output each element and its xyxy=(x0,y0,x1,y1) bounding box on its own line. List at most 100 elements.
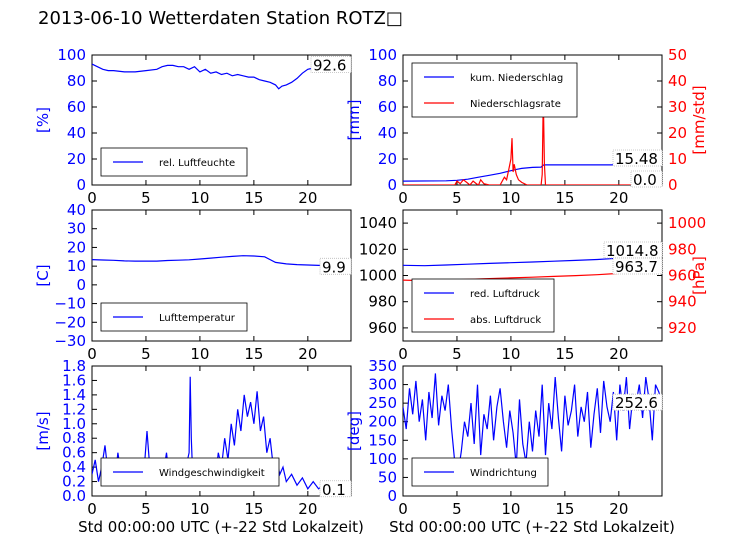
y-tick-label: 0 xyxy=(76,276,86,294)
last-value-label: 963.7 xyxy=(615,258,658,276)
y-tick-label: 300 xyxy=(368,376,397,394)
y-tick-label: 0 xyxy=(387,487,397,505)
y-tick-label: 1.0 xyxy=(62,415,86,433)
y-axis-label: [%] xyxy=(34,107,52,133)
x-tick-label: 5 xyxy=(452,345,462,363)
y-right-tick-label: 920 xyxy=(668,319,697,337)
y-tick-label: 0.6 xyxy=(62,444,86,462)
plot-frame xyxy=(91,209,352,342)
series-line-niederschlagsrate xyxy=(403,96,662,185)
panel-wind-speed xyxy=(91,365,352,498)
y-tick-label: 0.0 xyxy=(62,487,86,505)
panel-temperature xyxy=(91,209,352,342)
x-tick-label: 5 xyxy=(141,500,151,518)
x-tick-label: 10 xyxy=(501,345,520,363)
y-right-tick-label: 50 xyxy=(668,46,687,64)
y-tick-label: 80 xyxy=(67,72,86,90)
y-tick-label: 30 xyxy=(67,220,86,238)
last-value-box xyxy=(319,480,352,498)
last-value-label: 0.0 xyxy=(633,171,657,189)
y-right-tick-label: 10 xyxy=(668,150,687,168)
x-tick-label: 5 xyxy=(141,189,151,207)
last-value-label: 15.48 xyxy=(615,150,658,168)
y-tick-label: 1020 xyxy=(359,240,397,258)
x-tick-label: 20 xyxy=(298,189,317,207)
last-value-label: 92.6 xyxy=(313,57,346,75)
x-tick-label: 20 xyxy=(609,345,628,363)
y-tick-label: 250 xyxy=(368,394,397,412)
panel-wind-direction xyxy=(402,365,663,497)
y-right-tick-label: 980 xyxy=(668,240,697,258)
y-tick-label: 40 xyxy=(67,201,86,219)
y-tick-label: 50 xyxy=(378,468,397,486)
x-tick-label: 0 xyxy=(87,500,97,518)
panel-pressure xyxy=(402,209,663,342)
x-tick-label: 15 xyxy=(555,345,574,363)
y-axis-label: [mm] xyxy=(345,100,363,141)
y-tick-label: 0.8 xyxy=(62,429,86,447)
y-tick-label: 1000 xyxy=(359,267,397,285)
x-tick-label: 0 xyxy=(87,345,97,363)
y-tick-label: 200 xyxy=(368,413,397,431)
y-tick-label: 20 xyxy=(378,150,397,168)
last-value-box xyxy=(612,393,663,411)
x-tick-label: 10 xyxy=(190,189,209,207)
y-tick-label: 40 xyxy=(378,124,397,142)
y-tick-label: 40 xyxy=(67,124,86,142)
y-tick-label: 80 xyxy=(378,72,397,90)
last-value-label: 0.1 xyxy=(322,481,346,499)
x-tick-label: 0 xyxy=(398,500,408,518)
y-tick-label: 20 xyxy=(67,150,86,168)
y-tick-label: 0.2 xyxy=(62,473,86,491)
y-tick-label: 960 xyxy=(368,319,397,337)
y-axis-label-right: [hPa] xyxy=(690,256,708,295)
y-tick-label: 1.4 xyxy=(62,386,86,404)
legend-box xyxy=(411,457,549,487)
x-tick-label: 15 xyxy=(555,500,574,518)
x-tick-label: 0 xyxy=(398,345,408,363)
x-tick-label: 5 xyxy=(141,345,151,363)
x-tick-label: 0 xyxy=(398,189,408,207)
legend-label: Windrichtung xyxy=(470,468,537,479)
legend-label: abs. Luftdruck xyxy=(470,315,541,326)
legend-label: Niederschlagsrate xyxy=(470,99,561,110)
last-value-box xyxy=(310,56,352,74)
y-tick-label: 150 xyxy=(368,431,397,449)
y-tick-label: 1.8 xyxy=(62,357,86,375)
panel-precipitation xyxy=(402,54,663,188)
panel-humidity xyxy=(91,54,352,186)
last-value-label: 252.6 xyxy=(615,394,658,412)
last-value-box xyxy=(319,257,352,275)
x-axis-label-right: Std 00:00:00 UTC (+-22 Std Lokalzeit) xyxy=(389,518,675,536)
y-tick-label: 60 xyxy=(378,98,397,116)
x-axis-label-left: Std 00:00:00 UTC (+-22 Std Lokalzeit) xyxy=(78,518,364,536)
y-right-tick-label: 960 xyxy=(668,267,697,285)
y-axis-label: [m/s] xyxy=(34,411,52,450)
figure-title: 2013-06-10 Wetterdaten Station ROTZ□ xyxy=(38,8,403,29)
y-right-tick-label: 940 xyxy=(668,293,697,311)
x-tick-label: 10 xyxy=(501,500,520,518)
y-right-tick-label: 30 xyxy=(668,98,687,116)
y-tick-label: 100 xyxy=(368,450,397,468)
legend-box xyxy=(411,62,578,118)
x-tick-label: 5 xyxy=(452,500,462,518)
x-tick-label: 15 xyxy=(244,189,263,207)
x-tick-label: 15 xyxy=(555,189,574,207)
legend-label: Lufttemperatur xyxy=(159,313,236,324)
y-tick-label: 20 xyxy=(67,238,86,256)
y-tick-label: 60 xyxy=(67,98,86,116)
y-tick-label: 1040 xyxy=(359,214,397,232)
plot-frame xyxy=(91,365,352,497)
y-tick-label: 100 xyxy=(57,46,86,64)
y-tick-label: 1.2 xyxy=(62,400,86,418)
y-tick-label: 0 xyxy=(76,176,86,194)
y-axis-label: [deg] xyxy=(345,411,363,451)
series-line-kum-niederschlag xyxy=(403,164,662,182)
legend-box xyxy=(411,278,555,333)
y-tick-label: 0.4 xyxy=(62,458,86,476)
x-tick-label: 20 xyxy=(609,500,628,518)
y-tick-label: 0 xyxy=(387,176,397,194)
y-tick-label: 100 xyxy=(368,46,397,64)
last-value-box xyxy=(630,170,663,188)
